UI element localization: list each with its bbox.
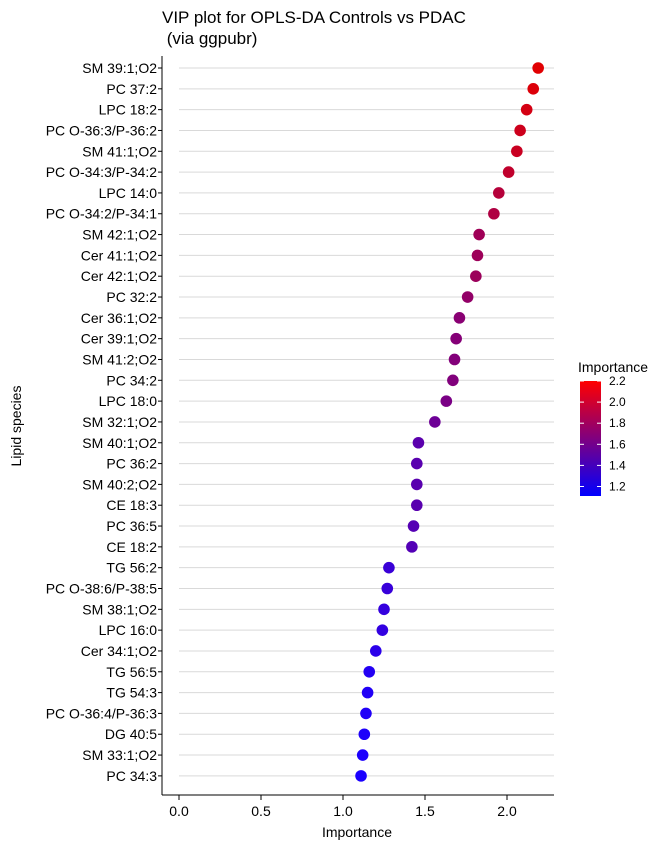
y-tick-label: LPC 18:0 (99, 393, 158, 409)
y-tick-label: LPC 14:0 (99, 185, 158, 201)
y-tick-label: PC 34:3 (106, 768, 157, 784)
chart-subtitle: (via ggpubr) (162, 29, 257, 48)
y-tick-label: PC O-36:3/P-36:2 (46, 122, 157, 138)
y-tick-label: SM 42:1;O2 (82, 227, 157, 243)
legend-tick-label: 1.6 (609, 437, 626, 451)
y-tick-label: PC O-34:3/P-34:2 (46, 164, 157, 180)
data-point (363, 665, 376, 678)
y-tick-labels: SM 39:1;O2 PC 37:2 LPC 18:2 PC O-36:3/P-36:… (46, 56, 163, 795)
legend-tick-label: 2.2 (609, 374, 626, 388)
y-tick-label: SM 40:1;O2 (82, 435, 157, 451)
y-tick-label: CE 18:2 (106, 539, 157, 555)
legend-title: Importance (578, 359, 648, 375)
x-tick-label: 2.0 (497, 803, 517, 819)
data-point (370, 645, 382, 657)
chart-title: VIP plot for OPLS-DA Controls vs PDAC (162, 8, 466, 27)
data-point (520, 103, 533, 116)
data-point (448, 353, 461, 366)
y-tick-label: SM 40:2;O2 (82, 476, 157, 492)
data-point (502, 166, 515, 178)
data-point (355, 770, 367, 782)
data-point (527, 83, 540, 95)
y-tick-label: PC O-36:4/P-36:3 (46, 705, 157, 721)
legend-tick-label: 1.4 (609, 458, 626, 472)
legend-colorbar (580, 381, 601, 496)
data-point (511, 145, 523, 158)
data-point (412, 436, 425, 449)
data-point (411, 499, 423, 512)
legend-tick-label: 2.0 (609, 395, 626, 409)
data-point (411, 478, 423, 491)
data-point (361, 686, 374, 699)
legend: Importance 2.2 2.0 1.8 1.6 1.4 1.2 (578, 359, 648, 496)
y-tick-label: LPC 16:0 (99, 622, 158, 638)
y-tick-label: TG 54:3 (106, 685, 157, 701)
data-point (473, 228, 485, 241)
y-tick-label: TG 56:5 (106, 664, 157, 680)
y-tick-label: CE 18:3 (106, 497, 157, 513)
data-point (471, 249, 484, 262)
y-tick-label: TG 56:2 (106, 560, 157, 576)
x-tick-label: 1.5 (415, 803, 435, 819)
data-point (450, 332, 462, 345)
y-tick-label: Cer 39:1;O2 (81, 331, 157, 347)
y-tick-label: PC 36:2 (106, 456, 157, 472)
data-point (378, 603, 390, 616)
grid-lines (179, 67, 554, 777)
data-point (488, 207, 500, 220)
y-tick-label: Cer 34:1;O2 (81, 643, 157, 659)
y-tick-label: SM 39:1;O2 (82, 60, 157, 76)
y-tick-label: PC O-38:6/P-38:5 (46, 581, 157, 597)
y-tick-label: PC 34:2 (106, 372, 157, 388)
x-axis-label: Importance (322, 824, 392, 840)
data-points (355, 62, 544, 782)
data-point (411, 457, 423, 470)
data-point (514, 124, 526, 137)
x-tick-label: 1.0 (333, 803, 353, 819)
data-point (470, 270, 482, 283)
y-tick-label: LPC 18:2 (99, 102, 158, 118)
data-point (447, 374, 459, 387)
data-point (440, 395, 453, 407)
legend-tick-label: 1.2 (609, 480, 626, 494)
data-point (532, 62, 544, 74)
y-axis-label: Lipid species (8, 386, 24, 467)
y-tick-label: PC O-34:2/P-34:1 (46, 206, 157, 222)
y-tick-label: SM 33:1;O2 (82, 747, 157, 763)
y-tick-label: PC 32:2 (106, 289, 157, 305)
data-point (406, 541, 418, 553)
y-tick-label: SM 41:1;O2 (82, 143, 157, 159)
x-tick-label: 0.0 (169, 803, 189, 819)
x-tick-label: 0.5 (251, 803, 271, 819)
y-tick-label: PC 37:2 (106, 81, 157, 97)
data-point (493, 187, 505, 199)
y-tick-label: SM 38:1;O2 (82, 601, 157, 617)
y-tick-label: Cer 36:1;O2 (81, 310, 157, 326)
data-point (383, 561, 395, 574)
data-point (407, 520, 420, 532)
data-point (358, 728, 371, 741)
data-point (356, 749, 369, 761)
data-point (461, 291, 474, 303)
y-tick-label: SM 32:1;O2 (82, 414, 157, 430)
data-point (429, 416, 441, 428)
data-point (360, 707, 372, 720)
y-tick-label: PC 36:5 (106, 518, 157, 534)
legend-tick-label: 1.8 (609, 416, 626, 430)
y-tick-label: Cer 42:1;O2 (81, 268, 157, 284)
data-point (376, 624, 389, 636)
y-tick-label: DG 40:5 (105, 726, 157, 742)
y-tick-label: SM 41:2;O2 (82, 351, 157, 367)
x-ticks: 0.0 0.5 1.0 1.5 2.0 (169, 795, 517, 819)
legend-ticks: 2.2 2.0 1.8 1.6 1.4 1.2 (580, 374, 626, 494)
y-tick-label: Cer 41:1;O2 (81, 247, 157, 263)
data-point (453, 312, 466, 324)
data-point (381, 582, 394, 595)
